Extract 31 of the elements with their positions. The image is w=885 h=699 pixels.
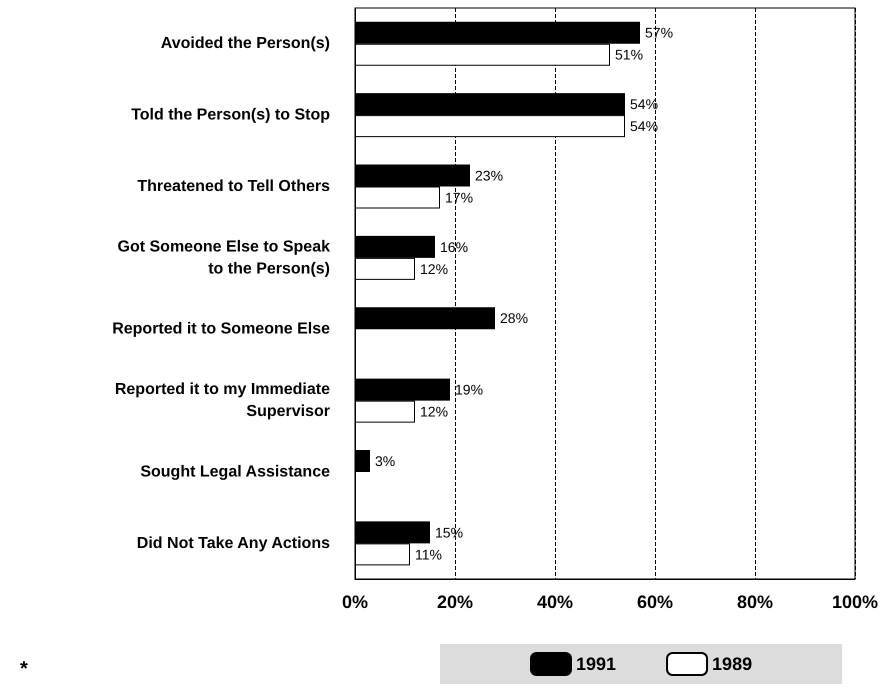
x-tick-label: 100% [832, 592, 878, 612]
x-tick-label: 0% [342, 592, 368, 612]
legend-label: 1991 [576, 654, 616, 674]
data-label: 28% [500, 310, 528, 326]
data-label: 57% [645, 24, 674, 41]
y-tick-label: Threatened to Tell Others [137, 178, 330, 195]
data-label: 19% [455, 382, 484, 398]
data-label: 54% [630, 118, 658, 134]
data-label: 12% [420, 404, 448, 420]
data-label: 15% [435, 524, 464, 540]
y-tick-label: Told the Person(s) to Stop [131, 106, 330, 124]
x-tick-label: 40% [536, 592, 574, 612]
data-label: 11% [415, 546, 442, 562]
x-tick-label: 60% [636, 592, 674, 612]
text: * [20, 658, 28, 680]
data-label: 12% [420, 260, 448, 277]
y-tick-label: Got Someone Else to Speak to the Person(s) [118, 238, 330, 278]
data-label: 3% [375, 452, 396, 469]
data-label: 54% [630, 96, 658, 112]
y-tick-label: Reported it to my Immediate Supervisor [114, 381, 330, 420]
y-tick-label: Avoided the Person(s) [160, 35, 330, 52]
x-tick-label: 80% [736, 592, 774, 612]
data-label: 51% [615, 46, 644, 63]
y-tick-label: Reported it to Someone Else [112, 320, 330, 338]
data-label: 16% [440, 238, 468, 255]
x-tick-label: 20% [436, 592, 474, 612]
y-tick-label: Did Not Take Any Actions [136, 534, 330, 552]
data-label: 23% [475, 167, 504, 184]
y-tick-label: Sought Legal Assistance [140, 463, 330, 480]
legend-label: 1989 [712, 654, 752, 674]
data-label: 17% [445, 189, 474, 206]
